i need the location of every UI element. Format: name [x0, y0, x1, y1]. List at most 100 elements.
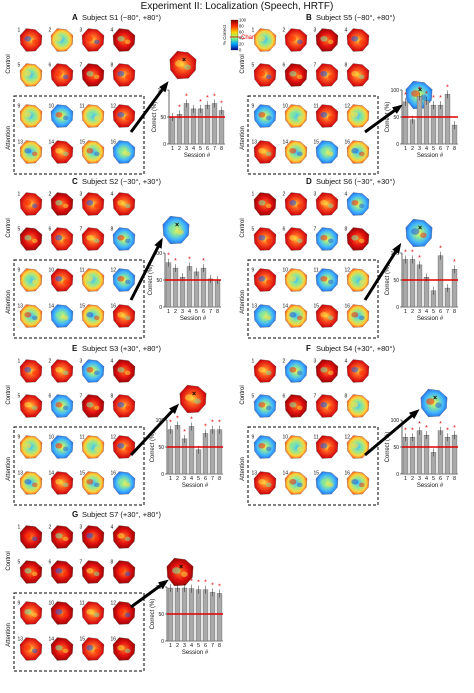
heatmap-blob — [125, 39, 131, 45]
tile-number: 9 — [18, 267, 21, 273]
heatmap-blob — [328, 151, 334, 157]
x-tick-label: 2 — [411, 146, 414, 152]
heatmap-blob — [359, 115, 365, 121]
significance-asterisk: * — [439, 246, 442, 253]
tile-number: 16 — [111, 303, 117, 309]
heatmap-tile — [50, 471, 74, 495]
tile-number: 15 — [80, 470, 86, 476]
heatmap-blob — [266, 115, 272, 121]
significance-asterisk: * — [218, 420, 221, 427]
attention-box — [13, 259, 145, 339]
y-axis-label: Correct (%) — [150, 432, 156, 463]
heatmap-blob — [55, 235, 63, 241]
bar — [211, 103, 218, 145]
heatmap-tile — [284, 268, 308, 292]
significance-asterisk: * — [183, 429, 186, 436]
heatmap-blob — [266, 482, 272, 488]
heatmap-tile — [19, 227, 43, 251]
heatmap-blob — [258, 479, 266, 485]
heatmap-blob — [24, 402, 32, 408]
y-tick-label: 0 — [396, 305, 399, 311]
heatmap-blob — [351, 402, 359, 408]
x-tick-label: 4 — [190, 476, 193, 482]
heatmap-blob — [32, 405, 38, 411]
bar — [209, 592, 216, 642]
heatmap-blob — [86, 148, 94, 154]
heatmap-blob — [420, 232, 427, 238]
heatmap-tile — [50, 394, 74, 418]
heatmap-blob — [258, 443, 266, 449]
bar — [402, 101, 409, 145]
tile-number: 4 — [345, 358, 348, 364]
bar-chart: 0 50 100 Correct (%) * 1 2 * 3 * 4 * 5 * 6 * 7 8 Session # — [385, 84, 458, 159]
heatmap-blob — [63, 482, 69, 488]
heatmap-blob — [63, 648, 69, 654]
x-tick-label: 5 — [199, 146, 202, 152]
tile-number: 10 — [49, 103, 55, 109]
significance-asterisk: * — [197, 580, 200, 587]
significance-asterisk: * — [211, 420, 214, 427]
tile-number: 1 — [18, 27, 21, 33]
x-tick-label: 3 — [418, 476, 421, 482]
tile-number: 4 — [345, 27, 348, 33]
panel-title: Subject S4 (+30°, +80°) — [316, 344, 395, 353]
tile-number: 6 — [49, 62, 52, 68]
tile-number: 2 — [49, 358, 52, 364]
heatmap-blob — [266, 315, 272, 321]
heatmap-blob — [117, 276, 125, 282]
tile-number: 4 — [111, 524, 114, 530]
y-tick-label: 100 — [156, 585, 165, 591]
heatmap-tile — [50, 601, 74, 625]
tile-number: 14 — [283, 303, 289, 309]
tile-number: 7 — [314, 226, 317, 232]
heatmap-tile — [19, 268, 43, 292]
heatmap-tile — [284, 304, 308, 328]
heatmap-blob — [320, 312, 328, 318]
heatmap-tile — [253, 304, 277, 328]
row-label-control: Control — [6, 218, 12, 237]
significance-asterisk: * — [174, 258, 177, 265]
heatmap-blob — [63, 536, 69, 542]
y-tick-label: 100 — [391, 418, 400, 424]
tile-number: 8 — [345, 393, 348, 399]
bar — [218, 110, 225, 145]
heatmap-blob — [359, 482, 365, 488]
heatmap-blob — [32, 536, 38, 542]
heatmap-blob — [266, 74, 272, 80]
significance-asterisk: * — [411, 427, 414, 434]
heatmap-tile — [81, 140, 105, 164]
tile-number: 8 — [111, 559, 114, 565]
heatmap-blob — [328, 482, 334, 488]
x-tick-label: 1 — [171, 146, 174, 152]
heatmap-tile — [315, 28, 339, 52]
heatmap-blob — [351, 200, 359, 206]
heatmap-blob — [117, 148, 125, 154]
heatmap-tile — [346, 359, 370, 383]
arrow — [364, 106, 399, 134]
heatmap-blob — [125, 405, 131, 411]
significance-asterisk: * — [453, 425, 456, 432]
heatmap-tile — [81, 227, 105, 251]
heatmap-tile — [19, 435, 43, 459]
x-tick-label: 7 — [211, 476, 214, 482]
x-tick-label: 7 — [446, 146, 449, 152]
heatmap-tile — [81, 637, 105, 661]
heatmap-blob — [328, 115, 334, 121]
heatmap-tile — [19, 140, 43, 164]
arrow — [130, 581, 165, 609]
x-axis-label: Session # — [417, 153, 444, 159]
significance-asterisk: * — [202, 258, 205, 265]
heatmap-blob — [258, 235, 266, 241]
heatmap-tile — [50, 140, 74, 164]
x-tick-label: 2 — [176, 476, 179, 482]
heatmap-blob — [258, 367, 266, 373]
heatmap-tile — [81, 435, 105, 459]
x-tick-label: 3 — [183, 476, 186, 482]
heatmap-blob — [289, 112, 297, 118]
heatmap-tile — [253, 394, 277, 418]
heatmap-tile — [81, 268, 105, 292]
bar — [214, 279, 221, 308]
heatmap-blob — [55, 367, 63, 373]
heatmap-blob — [289, 148, 297, 154]
row-label-attention: Attention — [6, 457, 12, 481]
